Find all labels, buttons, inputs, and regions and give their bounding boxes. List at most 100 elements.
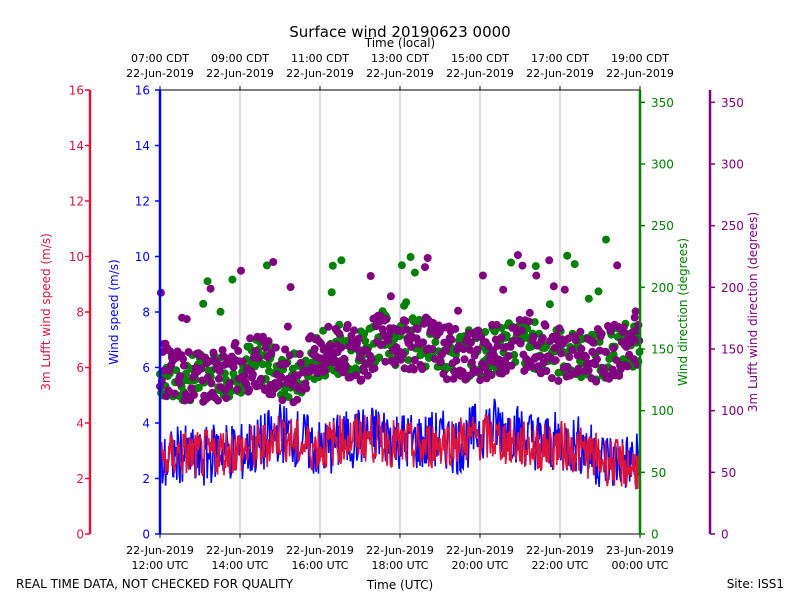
data-point <box>517 326 526 335</box>
axis-tick-label: 0 <box>651 528 659 542</box>
data-point <box>533 341 542 350</box>
top-x-tick-label-date: 22-Jun-2019 <box>286 67 354 80</box>
data-point <box>231 339 240 347</box>
data-point <box>341 361 350 370</box>
data-point <box>538 333 547 342</box>
data-point <box>238 357 247 366</box>
data-point <box>175 379 184 388</box>
data-point <box>539 358 548 367</box>
data-point <box>248 370 257 379</box>
data-point <box>423 254 432 262</box>
axis-tick-label: 100 <box>721 404 744 418</box>
data-point <box>513 251 522 260</box>
data-point <box>536 352 544 361</box>
data-point <box>570 260 579 269</box>
x-tick-label-date: 22-Jun-2019 <box>366 544 434 557</box>
data-point <box>398 350 407 359</box>
top-x-tick-label-date: 22-Jun-2019 <box>126 67 194 80</box>
data-point <box>431 338 440 346</box>
data-point <box>530 318 539 327</box>
data-point <box>506 342 515 351</box>
data-point <box>555 324 564 333</box>
data-point <box>179 361 188 370</box>
data-point <box>497 333 506 342</box>
site-label: Site: ISS1 <box>727 577 784 591</box>
top-x-tick-label-time: 11:00 CDT <box>291 52 349 65</box>
data-point <box>547 374 556 383</box>
data-point <box>352 371 360 380</box>
data-point <box>214 396 222 405</box>
data-point <box>507 258 515 267</box>
data-point <box>278 396 287 405</box>
data-point <box>363 371 372 380</box>
data-point <box>524 317 533 326</box>
data-point <box>357 375 366 384</box>
data-point <box>245 385 254 394</box>
data-point <box>409 365 418 374</box>
data-point <box>382 315 391 324</box>
top-x-tick-label-time: 13:00 CDT <box>371 52 429 65</box>
data-point <box>184 348 193 357</box>
top-x-tick-label-time: 15:00 CDT <box>451 52 509 65</box>
data-point <box>613 261 622 270</box>
data-point <box>285 351 294 360</box>
axis-tick-label: 4 <box>142 417 150 431</box>
data-point <box>487 370 496 379</box>
data-point <box>218 346 227 355</box>
x-tick-label-date: 22-Jun-2019 <box>126 544 194 557</box>
wind-speed-axis: 0 2 4 6 8 10 12 14 16 Wind speed (m/s) <box>107 84 162 542</box>
data-point <box>602 348 611 357</box>
data-point <box>264 360 272 369</box>
data-point <box>518 261 527 270</box>
data-point <box>584 366 593 375</box>
data-point <box>452 356 461 365</box>
data-point <box>385 330 394 339</box>
top-x-tick-label-date: 22-Jun-2019 <box>606 67 674 80</box>
data-point <box>504 352 513 360</box>
data-point <box>565 353 574 361</box>
data-point <box>499 285 508 294</box>
axis-tick-label: 4 <box>76 417 84 431</box>
data-point <box>527 362 536 371</box>
data-point <box>229 363 238 372</box>
axis-tick-label: 150 <box>721 343 744 357</box>
data-point <box>319 345 328 354</box>
data-point <box>467 358 476 367</box>
data-point <box>474 326 483 335</box>
data-point <box>251 347 260 355</box>
data-point <box>623 362 632 371</box>
axis-title: 3m Lufft wind direction (degrees) <box>746 212 760 412</box>
axis-tick-label: 10 <box>69 250 84 264</box>
data-point <box>545 300 554 309</box>
data-point <box>324 322 333 331</box>
data-point <box>254 354 263 363</box>
data-point <box>328 261 337 270</box>
data-point <box>404 356 413 365</box>
3m-lufft-wind-direction-series <box>156 251 644 407</box>
data-point <box>490 327 499 336</box>
data-point <box>475 367 484 376</box>
data-point <box>262 261 271 270</box>
axis-title: Wind direction (degrees) <box>676 238 690 386</box>
axis-tick-label: 50 <box>721 466 736 480</box>
data-point <box>434 321 443 330</box>
data-point <box>176 372 185 381</box>
data-point <box>330 357 339 366</box>
data-point <box>413 325 422 333</box>
data-point <box>337 343 346 352</box>
data-point <box>234 346 243 355</box>
x-tick-label-date: 22-Jun-2019 <box>286 544 354 557</box>
axis-tick-label: 8 <box>76 306 84 320</box>
top-x-axis-label: Time (local) <box>364 36 436 50</box>
data-point <box>597 329 606 338</box>
data-point <box>282 359 290 368</box>
axis-tick-label: 14 <box>135 139 150 153</box>
data-point <box>525 308 534 317</box>
data-point <box>589 338 598 347</box>
data-point <box>402 325 411 334</box>
data-point <box>492 320 501 329</box>
data-point <box>532 271 541 280</box>
axis-tick-label: 2 <box>76 472 84 486</box>
data-point <box>494 355 503 364</box>
